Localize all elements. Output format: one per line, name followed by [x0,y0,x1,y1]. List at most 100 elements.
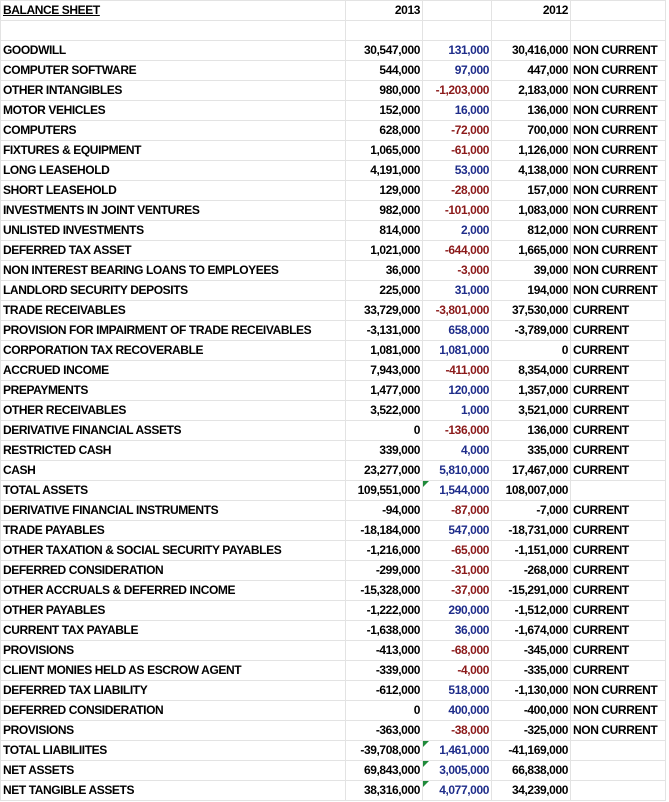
classification-cell[interactable]: NON CURRENT [570,280,666,301]
classification-cell[interactable]: CURRENT [570,340,666,361]
value-2013-cell[interactable]: 814,000 [345,220,423,241]
empty-cell[interactable] [422,0,492,21]
row-label-cell[interactable]: TRADE PAYABLES [0,520,346,541]
value-2013-cell[interactable]: 980,000 [345,80,423,101]
value-2013-cell[interactable]: 36,000 [345,260,423,281]
value-2012-cell[interactable]: -18,731,000 [491,520,571,541]
empty-cell[interactable] [422,20,492,41]
value-2012-cell[interactable]: 700,000 [491,120,571,141]
classification-cell[interactable]: NON CURRENT [570,140,666,161]
value-2012-cell[interactable]: 39,000 [491,260,571,281]
difference-cell[interactable]: -68,000 [422,640,492,661]
row-label-cell[interactable]: INVESTMENTS IN JOINT VENTURES [0,200,346,221]
classification-cell[interactable]: NON CURRENT [570,120,666,141]
value-2012-cell[interactable]: 3,521,000 [491,400,571,421]
empty-cell[interactable] [570,0,666,21]
value-2012-cell[interactable]: 8,354,000 [491,360,571,381]
row-label-cell[interactable]: TOTAL LIABILIITES [0,740,346,761]
value-2013-cell[interactable]: 30,547,000 [345,40,423,61]
value-2013-cell[interactable]: -413,000 [345,640,423,661]
row-label-cell[interactable]: DEFERRED TAX ASSET [0,240,346,261]
value-2013-cell[interactable]: 109,551,000 [345,480,423,501]
difference-cell[interactable]: 518,000 [422,680,492,701]
row-label-cell[interactable]: OTHER TAXATION & SOCIAL SECURITY PAYABLE… [0,540,346,561]
difference-cell[interactable]: 4,000 [422,440,492,461]
classification-cell[interactable]: NON CURRENT [570,60,666,81]
difference-cell[interactable]: 658,000 [422,320,492,341]
value-2013-cell[interactable]: 33,729,000 [345,300,423,321]
difference-cell[interactable]: 1,461,000 [422,740,492,761]
classification-cell[interactable]: NON CURRENT [570,260,666,281]
value-2012-cell[interactable]: 194,000 [491,280,571,301]
value-2012-cell[interactable]: -15,291,000 [491,580,571,601]
row-label-cell[interactable]: RESTRICTED CASH [0,440,346,461]
value-2013-cell[interactable]: 23,277,000 [345,460,423,481]
value-2013-cell[interactable]: -363,000 [345,720,423,741]
value-2013-cell[interactable]: -15,328,000 [345,580,423,601]
value-2013-cell[interactable]: 225,000 [345,280,423,301]
difference-cell[interactable]: 547,000 [422,520,492,541]
classification-cell[interactable]: NON CURRENT [570,160,666,181]
classification-cell[interactable]: CURRENT [570,560,666,581]
row-label-cell[interactable]: PROVISIONS [0,720,346,741]
row-label-cell[interactable]: CLIENT MONIES HELD AS ESCROW AGENT [0,660,346,681]
difference-cell[interactable]: 1,000 [422,400,492,421]
value-2012-cell[interactable]: 37,530,000 [491,300,571,321]
row-label-cell[interactable]: SHORT LEASEHOLD [0,180,346,201]
value-2012-cell[interactable]: -41,169,000 [491,740,571,761]
classification-cell[interactable] [570,780,666,801]
value-2013-cell[interactable]: 0 [345,700,423,721]
classification-cell[interactable]: CURRENT [570,660,666,681]
difference-cell[interactable]: 1,081,000 [422,340,492,361]
difference-cell[interactable]: -644,000 [422,240,492,261]
classification-cell[interactable]: CURRENT [570,360,666,381]
row-label-cell[interactable]: TOTAL ASSETS [0,480,346,501]
row-label-cell[interactable]: FIXTURES & EQUIPMENT [0,140,346,161]
row-label-cell[interactable]: LONG LEASEHOLD [0,160,346,181]
year-2013-header[interactable]: 2013 [345,0,423,21]
difference-cell[interactable]: -72,000 [422,120,492,141]
row-label-cell[interactable]: TRADE RECEIVABLES [0,300,346,321]
value-2012-cell[interactable]: -3,789,000 [491,320,571,341]
difference-cell[interactable]: -3,801,000 [422,300,492,321]
row-label-cell[interactable]: ACCRUED INCOME [0,360,346,381]
classification-cell[interactable]: CURRENT [570,460,666,481]
row-label-cell[interactable]: DEFERRED CONSIDERATION [0,560,346,581]
difference-cell[interactable]: 36,000 [422,620,492,641]
classification-cell[interactable]: NON CURRENT [570,700,666,721]
row-label-cell[interactable]: GOODWILL [0,40,346,61]
value-2012-cell[interactable]: -325,000 [491,720,571,741]
value-2012-cell[interactable]: -1,674,000 [491,620,571,641]
value-2012-cell[interactable]: 17,467,000 [491,460,571,481]
classification-cell[interactable]: NON CURRENT [570,80,666,101]
difference-cell[interactable]: 3,005,000 [422,760,492,781]
difference-cell[interactable]: 290,000 [422,600,492,621]
value-2013-cell[interactable]: 982,000 [345,200,423,221]
row-label-cell[interactable]: CURRENT TAX PAYABLE [0,620,346,641]
value-2013-cell[interactable]: -612,000 [345,680,423,701]
row-label-cell[interactable]: PREPAYMENTS [0,380,346,401]
classification-cell[interactable]: CURRENT [570,520,666,541]
classification-cell[interactable]: CURRENT [570,640,666,661]
value-2013-cell[interactable]: 38,316,000 [345,780,423,801]
value-2013-cell[interactable]: 152,000 [345,100,423,121]
value-2012-cell[interactable]: -268,000 [491,560,571,581]
classification-cell[interactable]: NON CURRENT [570,680,666,701]
classification-cell[interactable]: CURRENT [570,300,666,321]
difference-cell[interactable]: 4,077,000 [422,780,492,801]
classification-cell[interactable]: NON CURRENT [570,220,666,241]
value-2012-cell[interactable]: -400,000 [491,700,571,721]
value-2012-cell[interactable]: 1,083,000 [491,200,571,221]
difference-cell[interactable]: -38,000 [422,720,492,741]
row-label-cell[interactable]: DERIVATIVE FINANCIAL ASSETS [0,420,346,441]
value-2013-cell[interactable]: -1,216,000 [345,540,423,561]
value-2012-cell[interactable]: 0 [491,340,571,361]
difference-cell[interactable]: -28,000 [422,180,492,201]
classification-cell[interactable]: CURRENT [570,620,666,641]
difference-cell[interactable]: 2,000 [422,220,492,241]
classification-cell[interactable] [570,760,666,781]
value-2013-cell[interactable]: 4,191,000 [345,160,423,181]
empty-cell[interactable] [0,20,346,41]
difference-cell[interactable]: 1,544,000 [422,480,492,501]
classification-cell[interactable]: CURRENT [570,540,666,561]
